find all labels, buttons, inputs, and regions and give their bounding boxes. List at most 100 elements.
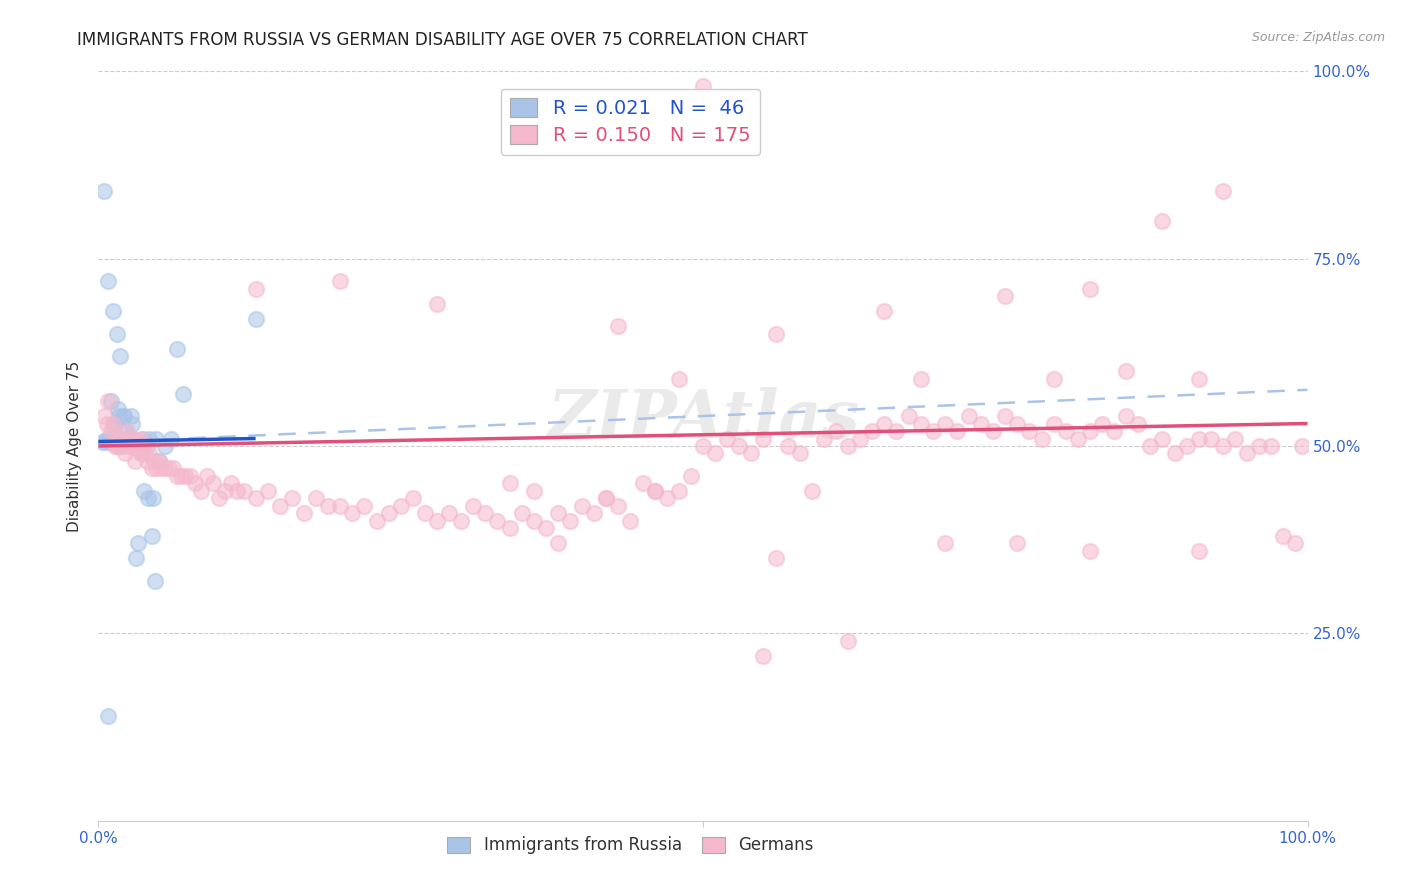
Point (245, 491, 267, 506)
Point (655, 491, 678, 506)
Point (1175, 439, 1198, 453)
Point (141, 529, 163, 543)
Point (117, 435, 139, 450)
Point (232, 483, 254, 498)
Point (595, 491, 617, 506)
Point (837, 439, 859, 453)
Point (118, 439, 141, 453)
Point (1260, 439, 1282, 453)
Point (108, 439, 131, 453)
Point (127, 439, 149, 453)
Point (873, 417, 896, 431)
Point (135, 439, 157, 453)
Point (96, 417, 118, 431)
Point (1115, 409, 1137, 423)
Point (644, 483, 666, 498)
Point (1152, 214, 1174, 228)
Point (740, 446, 762, 460)
Point (849, 432, 872, 446)
Point (103, 417, 125, 431)
Point (619, 514, 641, 528)
Point (1188, 371, 1211, 385)
Point (108, 409, 131, 423)
Point (125, 551, 148, 566)
Point (776, 439, 799, 453)
Point (135, 454, 157, 468)
Point (716, 432, 738, 446)
Point (668, 371, 690, 385)
Point (174, 469, 197, 483)
Point (692, 439, 714, 453)
Point (148, 454, 170, 468)
Point (145, 432, 167, 446)
Point (190, 483, 212, 498)
Point (607, 319, 630, 334)
Point (136, 491, 159, 506)
Point (142, 491, 165, 506)
Point (921, 424, 943, 438)
Point (160, 432, 183, 446)
Point (595, 491, 617, 506)
Point (112, 409, 135, 423)
Point (105, 326, 128, 341)
Point (115, 435, 138, 450)
Point (112, 435, 135, 450)
Point (910, 417, 932, 431)
Point (1163, 446, 1185, 460)
Point (1223, 432, 1246, 446)
Point (789, 446, 811, 460)
Point (208, 491, 231, 506)
Point (101, 417, 124, 431)
Point (825, 424, 848, 438)
Point (426, 296, 449, 310)
Point (127, 435, 149, 450)
Point (510, 507, 533, 521)
Point (1236, 446, 1258, 460)
Point (129, 432, 152, 446)
Point (934, 536, 956, 550)
Point (644, 483, 666, 498)
Point (118, 439, 141, 453)
Point (1078, 424, 1101, 438)
Point (668, 483, 690, 498)
Point (426, 514, 449, 528)
Point (1031, 432, 1053, 446)
Point (157, 461, 180, 475)
Point (1115, 364, 1137, 378)
Point (1199, 432, 1222, 446)
Point (107, 401, 129, 416)
Point (195, 469, 218, 483)
Point (704, 446, 727, 460)
Point (800, 483, 823, 498)
Point (897, 409, 920, 423)
Y-axis label: Disability Age Over 75: Disability Age Over 75 (67, 360, 83, 532)
Point (121, 417, 143, 431)
Point (143, 454, 166, 468)
Point (172, 386, 194, 401)
Point (129, 446, 152, 460)
Point (342, 507, 364, 521)
Point (226, 483, 249, 498)
Point (150, 461, 173, 475)
Point (120, 432, 142, 446)
Point (450, 514, 472, 528)
Point (110, 439, 132, 453)
Point (153, 439, 176, 453)
Point (946, 424, 969, 438)
Point (1272, 529, 1295, 543)
Point (1152, 432, 1174, 446)
Point (583, 507, 606, 521)
Point (121, 432, 143, 446)
Point (114, 446, 136, 460)
Point (558, 514, 581, 528)
Point (377, 507, 399, 521)
Point (141, 461, 163, 475)
Point (169, 469, 191, 483)
Point (413, 507, 436, 521)
Point (93, 409, 115, 423)
Point (523, 483, 546, 498)
Point (108, 432, 131, 446)
Point (153, 461, 176, 475)
Point (316, 499, 339, 513)
Point (138, 446, 160, 460)
